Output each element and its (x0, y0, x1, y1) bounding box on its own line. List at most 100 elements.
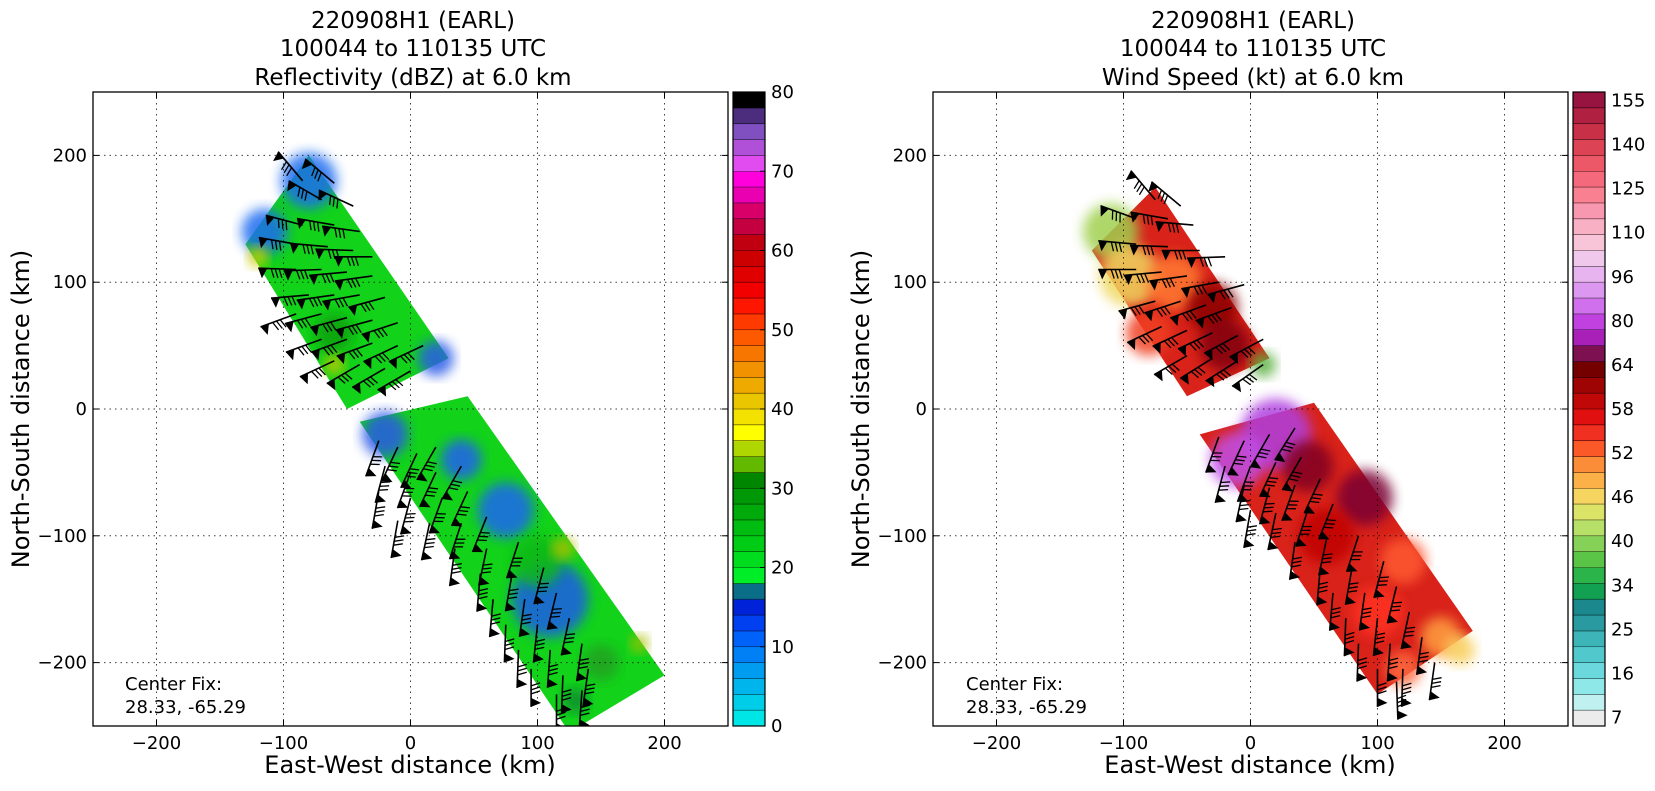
reflectivity-field-patch (478, 483, 534, 539)
colorbar-segment (733, 203, 765, 219)
reflectivity-swaths (242, 153, 665, 732)
colorbar-segment (1573, 504, 1605, 520)
y-tick-label: −200 (878, 653, 927, 674)
y-tick-label: 0 (76, 399, 87, 420)
wind-plot-area (933, 92, 1568, 726)
colorbar-segment (733, 441, 765, 457)
colorbar-segment (1573, 694, 1605, 710)
wind-barb (1429, 663, 1441, 701)
colorbar-tick-label: 140 (1611, 135, 1645, 156)
colorbar-segment (733, 155, 765, 171)
wind-title-line-2: 100044 to 110135 UTC (1120, 36, 1386, 62)
colorbar-segment (1573, 124, 1605, 140)
colorbar-segment (1573, 155, 1605, 171)
colorbar-segment (733, 219, 765, 235)
wind-center-fix-value: 28.33, -65.29 (966, 697, 1087, 718)
colorbar-segment (733, 457, 765, 473)
colorbar-segment (1573, 457, 1605, 473)
colorbar-segment (1573, 235, 1605, 251)
wind-y-axis-label: North-South distance (km) (847, 250, 875, 569)
wind-title-line-1: 220908H1 (EARL) (1151, 8, 1355, 34)
colorbar-segment (1573, 441, 1605, 457)
colorbar-tick-label: 16 (1611, 663, 1634, 684)
colorbar-tick-label: 50 (771, 320, 794, 341)
wind-center-fix-label: Center Fix: (966, 674, 1063, 695)
wind-speed-panel: 220908H1 (EARL) 100044 to 110135 UTC Win… (847, 8, 1645, 779)
colorbar-segment (1573, 140, 1605, 156)
colorbar-segment (1573, 108, 1605, 124)
colorbar-segment (1573, 92, 1605, 108)
colorbar-tick-label: 80 (1611, 311, 1634, 332)
wind-x-axis-label: East-West distance (km) (1104, 751, 1395, 779)
colorbar-segment (733, 124, 765, 140)
colorbar-segment (1573, 330, 1605, 346)
colorbar-segment (1573, 282, 1605, 298)
reflectivity-field-patch (362, 412, 408, 458)
colorbar-segment (1573, 314, 1605, 330)
reflectivity-title-line-2: 100044 to 110135 UTC (280, 36, 546, 62)
colorbar-segment (733, 552, 765, 568)
y-tick-label: −100 (38, 526, 87, 547)
colorbar-tick-label: 34 (1611, 575, 1634, 596)
colorbar-tick-label: 125 (1611, 179, 1645, 200)
colorbar-tick-label: 60 (771, 241, 794, 262)
colorbar-tick-label: 40 (771, 399, 794, 420)
colorbar-segment (733, 599, 765, 615)
reflectivity-field-patch (248, 247, 268, 267)
wind-field-patch (1251, 352, 1276, 377)
reflectivity-center-fix-value: 28.33, -65.29 (125, 697, 246, 718)
colorbar-segment (733, 187, 765, 203)
reflectivity-field-patch (441, 439, 482, 480)
reflectivity-field-patch (552, 537, 575, 560)
colorbar-segment (733, 425, 765, 441)
colorbar-segment (1573, 678, 1605, 694)
colorbar-segment (733, 266, 765, 282)
colorbar-segment (733, 520, 765, 536)
colorbar-segment (733, 615, 765, 631)
y-tick-label: 0 (916, 399, 927, 420)
colorbar-segment (1573, 266, 1605, 282)
colorbar-tick-label: 155 (1611, 90, 1645, 111)
colorbar-tick-label: 46 (1611, 487, 1634, 508)
x-tick-label: −200 (132, 733, 181, 754)
y-tick-label: −100 (878, 526, 927, 547)
colorbar-tick-label: 40 (1611, 531, 1634, 552)
colorbar-segment (1573, 393, 1605, 409)
y-tick-label: 100 (53, 272, 87, 293)
colorbar-segment (733, 583, 765, 599)
colorbar-segment (1573, 488, 1605, 504)
colorbar-segment (1573, 472, 1605, 488)
colorbar-segment (1573, 377, 1605, 393)
colorbar-segment (1573, 171, 1605, 187)
x-tick-label: 200 (1487, 733, 1521, 754)
wind-title-line-3: Wind Speed (kt) at 6.0 km (1102, 65, 1404, 91)
colorbar-segment (733, 631, 765, 647)
y-tick-label: 100 (893, 272, 927, 293)
reflectivity-y-axis-label: North-South distance (km) (7, 250, 35, 569)
colorbar-segment (733, 235, 765, 251)
x-tick-label: −200 (972, 733, 1021, 754)
colorbar-segment (1573, 425, 1605, 441)
colorbar-segment (1573, 187, 1605, 203)
colorbar-segment (733, 298, 765, 314)
colorbar-segment (1573, 663, 1605, 679)
colorbar-tick-label: 70 (771, 161, 794, 182)
colorbar-segment (733, 330, 765, 346)
colorbar-tick-label: 25 (1611, 619, 1634, 640)
colorbar-segment (1573, 710, 1605, 726)
colorbar-segment (1573, 251, 1605, 267)
colorbar-segment (1573, 647, 1605, 663)
x-tick-label: 200 (647, 733, 681, 754)
colorbar-segment (733, 393, 765, 409)
colorbar-segment (1573, 298, 1605, 314)
colorbar-segment (733, 171, 765, 187)
colorbar-segment (1573, 520, 1605, 536)
colorbar-segment (733, 346, 765, 362)
colorbar-segment (733, 647, 765, 663)
colorbar-tick-label: 20 (771, 558, 794, 579)
colorbar-tick-label: 0 (771, 716, 782, 737)
colorbar-segment (1573, 346, 1605, 362)
colorbar-segment (733, 409, 765, 425)
